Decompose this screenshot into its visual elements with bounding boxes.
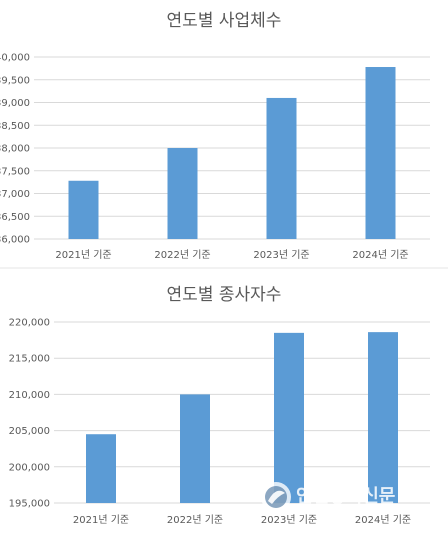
bar [167,148,198,239]
x-tick-label: 2024년 기준 [352,249,408,261]
y-tick-label: 36,500 [0,212,30,223]
y-tick-labels: 195,000 200,000 205,000 210,000 215,000 220,0… [9,318,50,510]
watermark-text: 인천광역신문 [296,486,395,507]
x-tick-label: 2024년 기준 [355,514,411,526]
watermark-subtext: Incheon Metropolitan Newspaper [298,507,414,515]
chart-title: 연도별 종사자수 [167,285,282,305]
y-tick-label: 37,500 [0,166,30,177]
x-tick-label: 2023년 기준 [253,249,309,261]
y-tick-label: 220,000 [9,318,50,329]
chart-business-count: 연도별 사업체수 36,00036,50037,00037,50038,0003… [0,11,430,261]
y-tick-label: 36,000 [0,235,30,246]
y-tick-label: 37,000 [0,189,30,200]
x-tick-label: 2022년 기준 [167,514,223,526]
bar [180,394,210,503]
y-tick-label: 40,000 [0,53,30,64]
y-tick-label: 38,000 [0,144,30,155]
y-tick-label: 38,500 [0,121,30,132]
x-tick-label: 2021년 기준 [55,249,111,261]
y-tick-label: 39,000 [0,98,30,109]
newspaper-logo-icon [261,482,291,512]
x-tick-labels: 2021년 기준 2022년 기준 2023년 기준 2024년 기준 [73,514,411,526]
x-tick-labels: 2021년 기준 2022년 기준 2023년 기준 2024년 기준 [55,249,408,261]
y-tick-labels: 36,000 36,500 37,000 37,500 38,000 38,500 39,0… [0,53,30,246]
y-tick-label: 195,000 [9,499,50,510]
y-tick-label: 200,000 [9,462,50,473]
bar [365,67,396,239]
y-tick-label: 205,000 [9,426,50,437]
gridlines [54,321,430,504]
chart-employee-count: 연도별 종사자수 195,000 200,000 205,000 210,000 215… [9,285,430,526]
bar [266,97,297,239]
gridlines [34,56,430,240]
x-tick-label: 2021년 기준 [73,514,129,526]
bar [368,332,398,503]
bar [68,180,99,239]
y-tick-label: 210,000 [9,390,50,401]
y-tick-label: 215,000 [9,354,50,365]
x-tick-label: 2023년 기준 [261,514,317,526]
x-tick-label: 2022년 기준 [154,249,210,261]
y-tick-label: 39,500 [0,75,30,86]
chart-title: 연도별 사업체수 [167,11,282,31]
bar [274,332,304,503]
bars [68,67,396,239]
bars [86,332,398,503]
bar [86,434,116,503]
watermark: 인천광역신문 Incheon Metropolitan Newspaper [261,482,414,515]
